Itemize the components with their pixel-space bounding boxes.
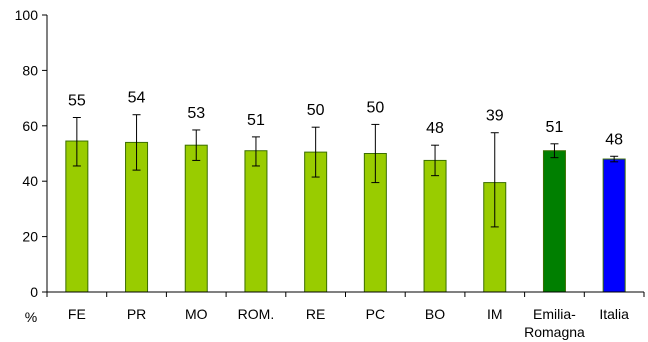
y-tick-label: 40 xyxy=(22,173,38,189)
data-label: 50 xyxy=(307,102,325,119)
y-tick-label: 60 xyxy=(22,118,38,134)
y-axis: 0 20 40 60 80 100 xyxy=(15,7,48,300)
data-label: 51 xyxy=(546,119,564,136)
bar xyxy=(244,150,268,293)
data-label: 53 xyxy=(187,105,205,122)
x-category-label-line: ROM. xyxy=(238,306,275,322)
bars xyxy=(65,140,626,293)
x-category-label-line: RE xyxy=(306,306,325,322)
bar xyxy=(184,144,208,293)
x-category-label: RE xyxy=(306,306,325,322)
bar xyxy=(423,159,447,293)
data-label: 48 xyxy=(426,120,444,137)
data-label: 48 xyxy=(605,131,623,148)
x-category-label: PC xyxy=(366,306,385,322)
data-label: 54 xyxy=(128,90,146,107)
y-tick-label: 0 xyxy=(30,284,38,300)
x-category-label: Emilia- Romagna xyxy=(524,306,585,340)
x-category-label: Italia xyxy=(599,306,629,322)
x-category-label-line: PC xyxy=(366,306,385,322)
x-category-label: PR xyxy=(127,306,146,322)
x-category-label-line: Romagna xyxy=(524,324,585,340)
bar xyxy=(602,158,626,293)
data-label: 39 xyxy=(486,108,504,125)
data-label: 51 xyxy=(247,112,265,129)
y-tick-label: 80 xyxy=(22,62,38,78)
x-category-label: FE xyxy=(68,306,86,322)
error-bars xyxy=(72,114,619,228)
y-tick-label: 20 xyxy=(22,229,38,245)
x-category-label-line: FE xyxy=(68,306,86,322)
bar xyxy=(542,150,566,293)
data-labels: 55 54 53 51 50 50 48 39 51 48 xyxy=(68,90,623,149)
x-category-label: MO xyxy=(185,306,208,322)
x-category-label-line: Emilia- xyxy=(533,306,576,322)
x-category-label-line: MO xyxy=(185,306,208,322)
data-label: 50 xyxy=(366,99,384,116)
x-category-label-line: PR xyxy=(127,306,146,322)
x-category-label: IM xyxy=(487,306,503,322)
y-tick-label: 100 xyxy=(15,7,39,23)
x-category-label: ROM. xyxy=(238,306,275,322)
x-category-label: BO xyxy=(425,306,445,322)
data-label: 55 xyxy=(68,92,86,109)
x-axis: FE PR MO ROM. RE PC BO IM Emilia- Romagna Italia xyxy=(46,291,645,340)
x-category-label-line: BO xyxy=(425,306,445,322)
x-category-label-line: Italia xyxy=(599,306,629,322)
y-axis-unit-label: % xyxy=(25,309,37,325)
x-category-label-line: IM xyxy=(487,306,503,322)
